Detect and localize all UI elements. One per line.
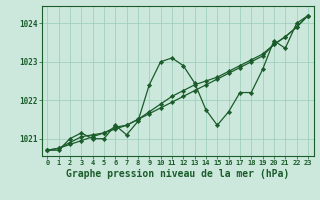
X-axis label: Graphe pression niveau de la mer (hPa): Graphe pression niveau de la mer (hPa) xyxy=(66,169,289,179)
